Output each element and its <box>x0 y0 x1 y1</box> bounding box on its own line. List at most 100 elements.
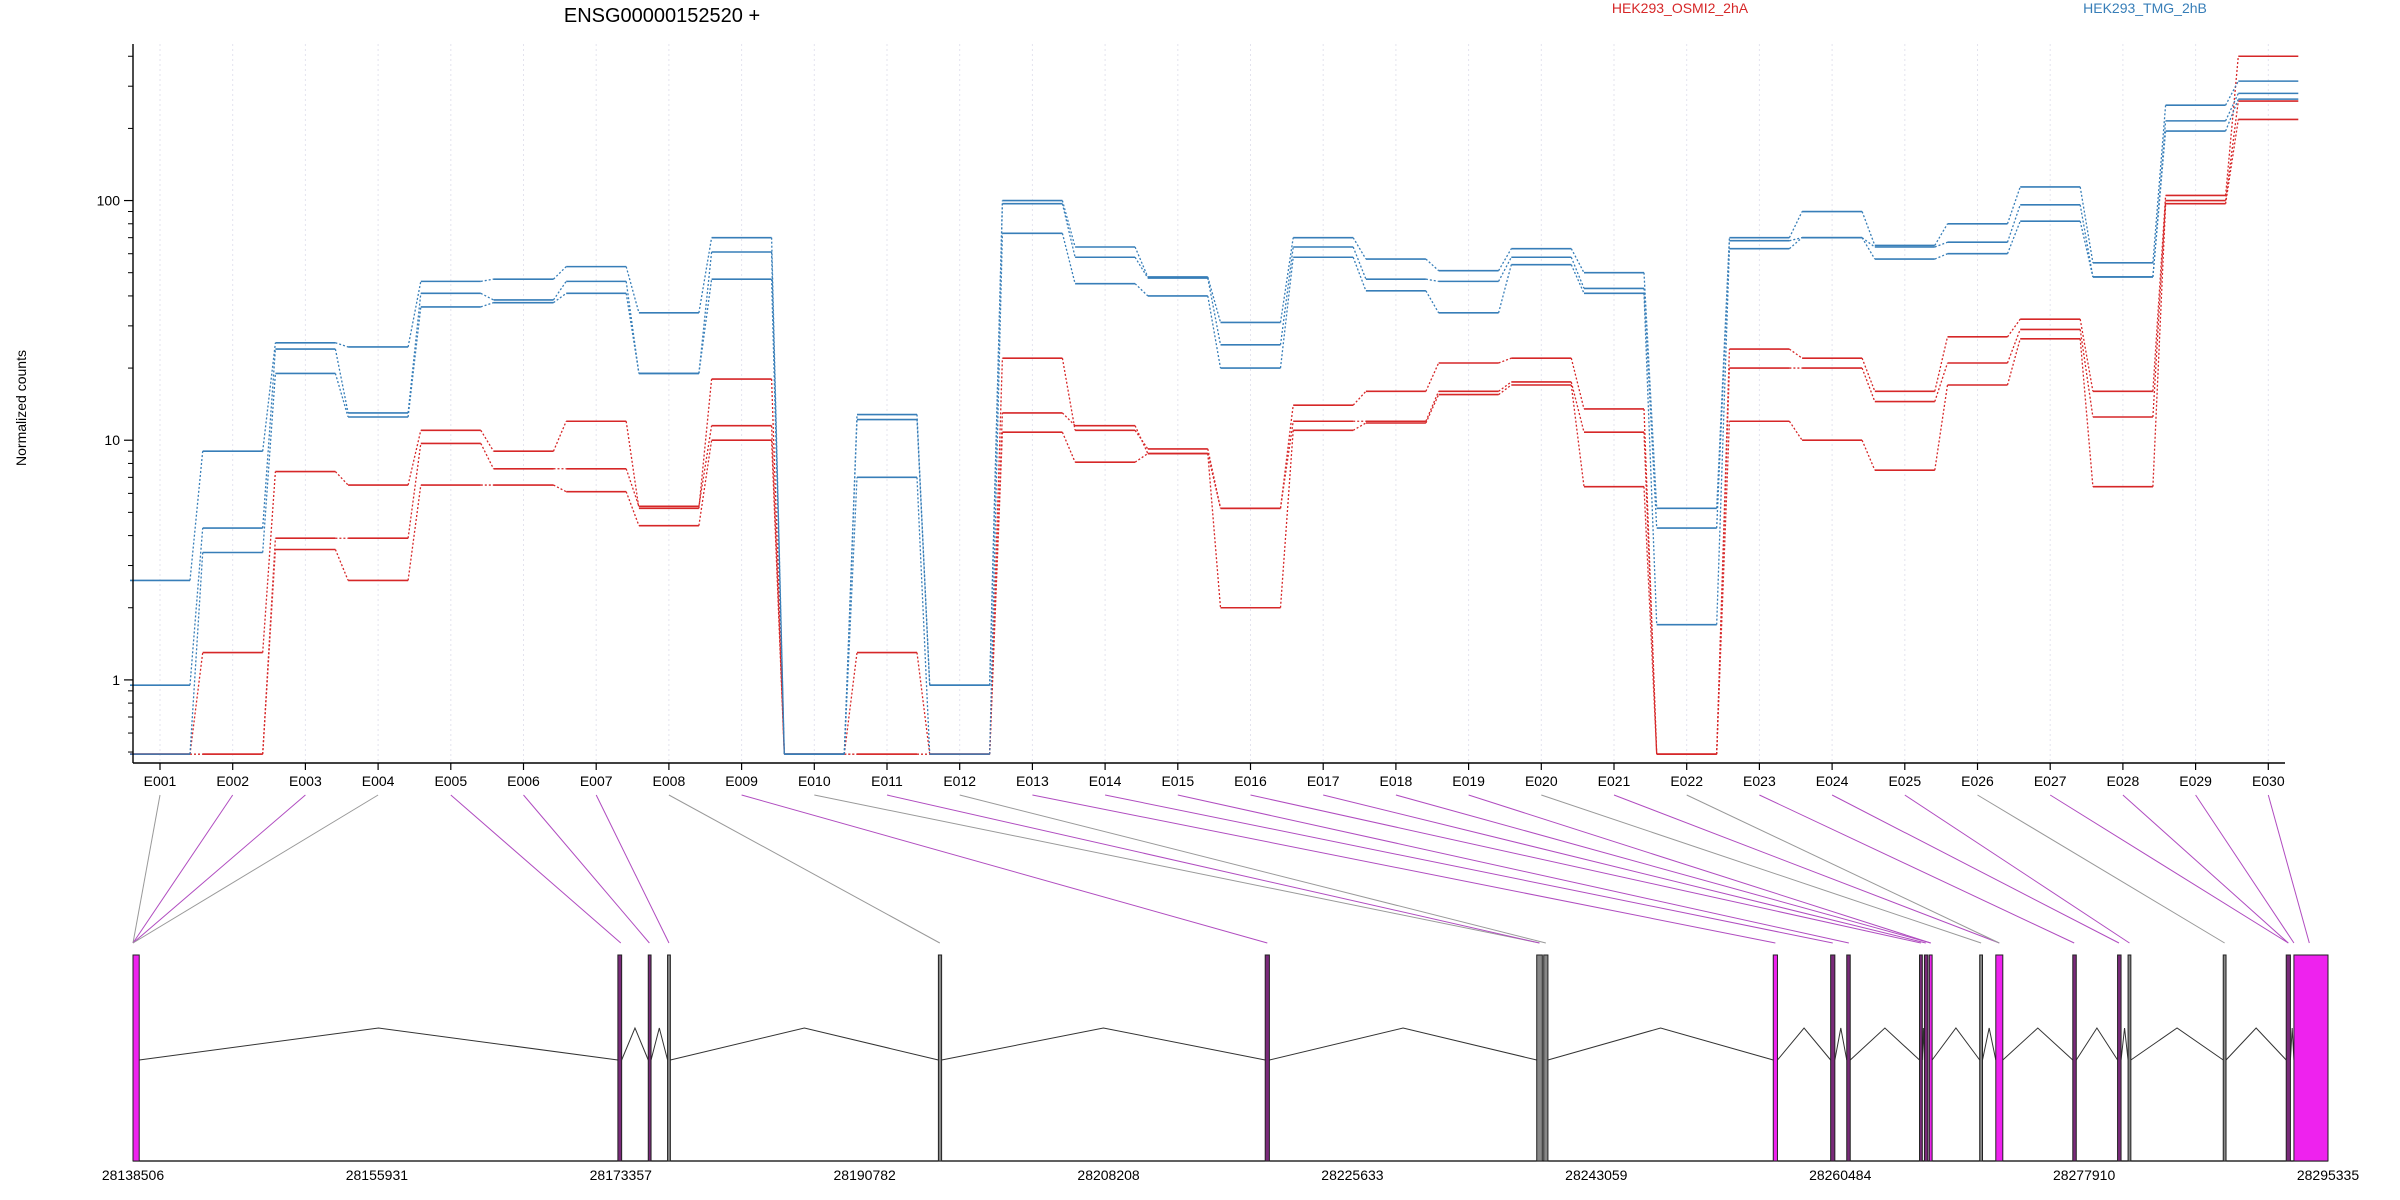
x-tick-label: E016 <box>1234 773 1267 789</box>
connector-line <box>2006 204 2021 243</box>
x-tick-label: E002 <box>216 773 249 789</box>
connector-line <box>1279 237 1294 323</box>
connector-line <box>843 652 858 755</box>
x-tick-label: E028 <box>2107 773 2140 789</box>
intron-connector <box>1982 1027 1997 1061</box>
connector-line <box>1643 432 1658 755</box>
connector-line <box>1934 223 1949 246</box>
connector-line <box>552 281 567 301</box>
x-tick-label: E014 <box>1089 773 1122 789</box>
connector-line <box>843 419 858 755</box>
intron-connector <box>2225 1027 2287 1061</box>
x-tick-label: E006 <box>507 773 540 789</box>
exon-link-E022 <box>1686 794 2000 944</box>
connector-line <box>2224 56 2239 196</box>
coordinate-label: 28277910 <box>2053 1167 2116 1183</box>
connector-line <box>1789 237 1803 242</box>
connector-line <box>989 432 1004 755</box>
x-tick-label: E008 <box>653 773 686 789</box>
connector-line <box>1425 391 1440 422</box>
exon-link-E010 <box>814 794 1540 944</box>
intron-connector <box>1777 1027 1832 1061</box>
series-HEK293_OSMI2_2hA <box>130 55 2299 755</box>
connector-line <box>189 552 204 755</box>
x-ticks: E001 E002 E003 E004 E005 E006 E007 E008 E009 E010… <box>144 763 2285 789</box>
connector-line <box>1934 253 1948 260</box>
connector-line <box>1643 288 1658 529</box>
connector-line <box>1570 357 1585 410</box>
x-tick-label: E003 <box>289 773 322 789</box>
connector-line <box>625 468 640 507</box>
connector-line <box>1207 276 1222 323</box>
exon-link-E017 <box>1323 794 1926 944</box>
series-HEK293_TMG_2hB <box>130 92 2299 755</box>
connector-line <box>770 440 785 755</box>
coordinate-label: 28138506 <box>102 1167 165 1183</box>
x-tick-label: E011 <box>871 773 903 789</box>
connector-line <box>480 443 495 470</box>
connector-line <box>1061 358 1076 431</box>
exon-link-E029 <box>2195 794 2295 944</box>
connector-line <box>1716 248 1731 625</box>
exon-block <box>1772 954 1778 1162</box>
connector-line <box>262 549 277 755</box>
exon-block <box>1919 954 1923 1162</box>
x-tick-label: E029 <box>2179 773 2212 789</box>
connector-line <box>625 281 640 374</box>
exon-coordinate-links <box>132 794 2310 944</box>
connector-line <box>1497 264 1512 314</box>
connector-line <box>1570 257 1585 289</box>
exon-link-E012 <box>959 794 1546 944</box>
connector-line <box>2006 186 2021 224</box>
axes <box>132 44 2285 764</box>
coordinate-label: 28208208 <box>1077 1167 1140 1183</box>
intron-connector <box>621 1026 649 1061</box>
connector-line <box>2079 221 2094 278</box>
exon-link-E030 <box>2267 794 2310 944</box>
connector-line <box>1279 257 1294 369</box>
series-lines <box>130 55 2299 755</box>
intron-connector <box>139 1027 618 1061</box>
connector-line <box>1643 272 1658 509</box>
connector-line <box>1934 241 1948 248</box>
connector-line <box>1352 246 1367 280</box>
intron-connector <box>2075 1027 2118 1061</box>
exon-link-E024 <box>1831 794 2120 944</box>
connector-line <box>2152 130 2167 278</box>
connector-line <box>262 349 277 529</box>
y-axis-label: Normalized counts <box>13 350 29 466</box>
connector-line <box>916 419 931 686</box>
connector-line <box>916 477 931 755</box>
connector-line <box>1861 237 1876 248</box>
connector-line <box>2079 204 2094 278</box>
connector-line <box>2224 119 2239 204</box>
connector-line <box>480 429 495 452</box>
intron-connector <box>650 1027 669 1061</box>
series-HEK293_TMG_2hB <box>130 80 2299 755</box>
connector-line <box>1570 248 1585 274</box>
connector-line <box>989 233 1004 755</box>
exon-block <box>1979 954 1984 1162</box>
x-tick-label: E021 <box>1598 773 1631 789</box>
x-tick-label: E027 <box>2034 773 2067 789</box>
exon-link-E008 <box>668 794 941 944</box>
exon-link-E028 <box>2122 794 2289 944</box>
coordinate-label: 28155931 <box>346 1167 409 1183</box>
connector-line <box>2225 93 2239 122</box>
connector-line <box>1352 390 1367 406</box>
x-tick-label: E023 <box>1743 773 1776 789</box>
y-tick-label: 100 <box>97 193 121 209</box>
x-tick-label: E007 <box>580 773 613 789</box>
exon-block <box>2117 954 2122 1162</box>
exon-link-E023 <box>1759 794 2075 944</box>
exon-block <box>2222 954 2227 1162</box>
x-tick-label: E025 <box>1888 773 1921 789</box>
connector-line <box>843 477 858 755</box>
exon-block <box>647 954 652 1162</box>
connector-line <box>1934 362 1949 402</box>
connector-line <box>1352 257 1367 292</box>
connector-line <box>1498 357 1512 364</box>
exon-block <box>2293 954 2329 1162</box>
connector-line <box>1134 283 1149 297</box>
